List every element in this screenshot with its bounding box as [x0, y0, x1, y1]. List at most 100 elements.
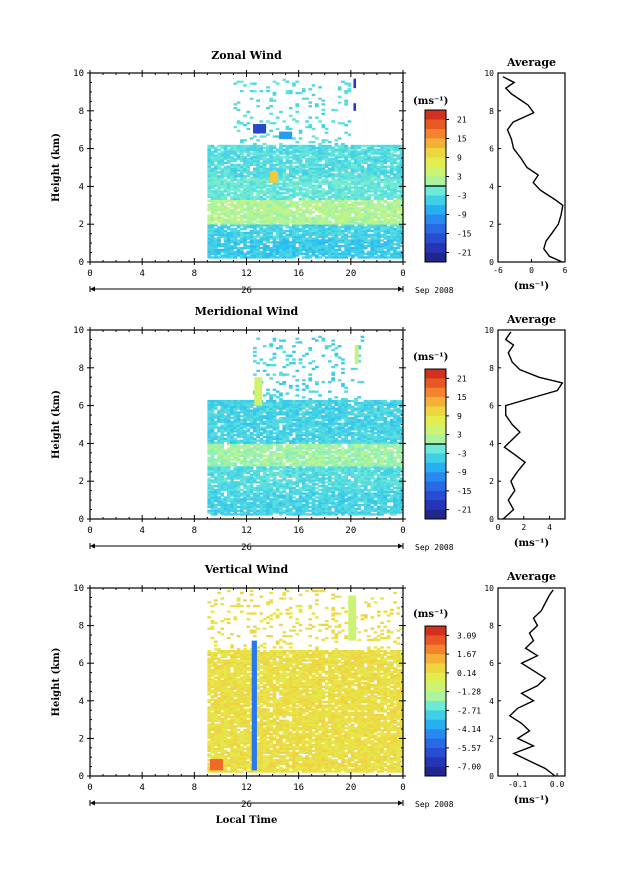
heatmap-cell — [256, 337, 260, 340]
heatmap-cell — [262, 190, 267, 193]
heatmap-cell — [347, 148, 352, 151]
heatmap-cell — [262, 458, 267, 461]
heatmap-cell — [354, 209, 358, 212]
heatmap-cell — [383, 201, 388, 204]
heatmap-cell — [390, 146, 394, 149]
heatmap-cell — [292, 452, 296, 456]
month-label: Sep 2008 — [415, 286, 454, 295]
heatmap-cell — [275, 237, 280, 240]
heatmap-cell — [262, 405, 267, 408]
heatmap-cell — [246, 481, 251, 484]
heatmap-cell — [383, 195, 388, 199]
heatmap-cell — [341, 190, 345, 193]
heatmap-cell — [256, 422, 260, 425]
heatmap-cell — [256, 158, 260, 161]
heatmap-cell — [220, 212, 225, 216]
heatmap-cell — [256, 241, 260, 244]
heatmap-cell — [288, 150, 293, 153]
heatmap-cell — [259, 415, 264, 418]
heatmap-cell — [305, 207, 309, 210]
heatmap-cell — [220, 248, 225, 252]
heatmap-cell — [210, 507, 215, 510]
heatmap-cell — [275, 390, 280, 393]
heatmap-cell — [292, 171, 296, 174]
heatmap-cell — [321, 156, 326, 159]
heatmap-cell — [285, 248, 290, 252]
heatmap-cell — [246, 256, 251, 259]
heatmap-cell — [240, 513, 244, 516]
heatmap-cell — [223, 496, 228, 499]
heatmap-cell — [357, 248, 362, 252]
heatmap-cell — [240, 430, 244, 433]
heatmap-cell — [311, 194, 316, 197]
heatmap-cell — [275, 243, 280, 246]
heatmap-cell — [380, 169, 384, 172]
heatmap-cell — [301, 188, 306, 191]
heatmap-cell — [249, 424, 254, 427]
heatmap-cell — [360, 190, 365, 193]
heatmap-cell — [269, 254, 273, 257]
heatmap-cell — [253, 239, 257, 242]
heatmap-cell — [357, 167, 362, 170]
heatmap-cell — [282, 426, 287, 429]
heatmap-cell — [213, 488, 218, 492]
heatmap-cell — [318, 235, 322, 238]
heatmap-cell — [226, 171, 231, 174]
heatmap-cell — [266, 469, 270, 473]
colorbar-label: -9 — [457, 211, 467, 220]
heatmap-cell — [383, 144, 388, 148]
heatmap-cell — [288, 469, 293, 473]
heatmap-cell — [253, 218, 257, 221]
heatmap-cell — [240, 420, 244, 423]
heatmap-cell — [288, 201, 293, 204]
heatmap-cell — [285, 152, 290, 155]
heatmap-cell — [350, 205, 355, 208]
heatmap-cell — [360, 201, 365, 204]
heatmap-cell — [220, 513, 225, 516]
x-tick-label: 0 — [87, 269, 92, 279]
heatmap-cell — [295, 241, 300, 244]
heatmap-cell — [311, 152, 316, 155]
heatmap-cell — [259, 226, 264, 229]
heatmap-cell — [226, 218, 231, 221]
heatmap-cell — [301, 184, 306, 187]
heatmap-cell — [373, 252, 378, 255]
heatmap-cell — [350, 161, 355, 165]
heatmap-cell — [383, 184, 388, 187]
heatmap-cell — [243, 462, 247, 465]
heatmap-cell — [269, 460, 273, 463]
heatmap-cell — [269, 211, 273, 214]
heatmap-cell — [249, 437, 254, 440]
heatmap-cell — [220, 154, 225, 157]
heatmap-cell — [279, 224, 283, 227]
heatmap-cell — [331, 231, 335, 235]
heatmap-cell — [217, 409, 221, 412]
heatmap-cell — [315, 152, 319, 155]
heatmap-cell — [341, 146, 345, 149]
heatmap-cell — [240, 452, 244, 456]
heatmap-cell — [243, 460, 247, 463]
heatmap-cell — [256, 201, 260, 204]
heatmap-cell — [347, 152, 352, 155]
heatmap-cell — [246, 407, 251, 410]
heatmap-cell — [236, 188, 241, 191]
heatmap-cell — [262, 447, 267, 450]
heatmap-cell — [243, 430, 247, 433]
heatmap-cell — [328, 184, 332, 187]
heatmap-cell — [334, 161, 339, 165]
heatmap-cell — [240, 454, 244, 457]
heatmap-cell — [207, 430, 212, 433]
heatmap-cell — [288, 418, 293, 422]
heatmap-cell — [259, 176, 264, 180]
heatmap-cell — [337, 173, 342, 176]
heatmap-cell — [217, 469, 221, 473]
heatmap-cell — [240, 207, 244, 210]
heatmap-cell — [288, 424, 293, 427]
heatmap-cell — [226, 481, 231, 484]
heatmap-cell — [233, 146, 238, 149]
heatmap-cell — [357, 233, 362, 236]
heatmap-cell — [253, 473, 257, 476]
heatmap-cell — [386, 220, 391, 223]
heatmap-cell — [360, 192, 365, 195]
heatmap-cell — [226, 248, 231, 252]
